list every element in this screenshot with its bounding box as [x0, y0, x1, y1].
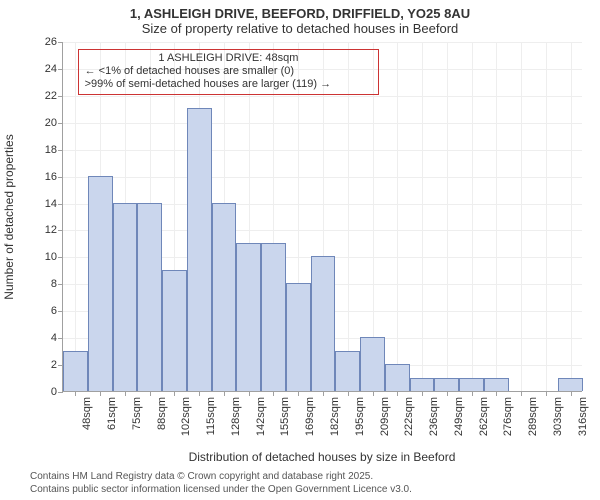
ytick-label: 10: [45, 251, 63, 263]
xtick-label: 115sqm: [203, 397, 217, 435]
xtick-label: 48sqm: [79, 397, 93, 430]
gridline-vertical: [496, 42, 497, 391]
bar: [137, 203, 162, 391]
xtick-label: 249sqm: [451, 397, 465, 436]
footer-attribution: Contains HM Land Registry data © Crown c…: [0, 470, 600, 496]
bar: [558, 378, 583, 391]
xtick-label: 209sqm: [377, 397, 391, 436]
ytick-label: 22: [45, 90, 63, 102]
ytick-label: 26: [45, 36, 63, 48]
bar: [88, 176, 113, 391]
xtick-label: 236sqm: [426, 397, 440, 436]
xtick-mark: [273, 391, 274, 396]
title-block: 1, ASHLEIGH DRIVE, BEEFORD, DRIFFIELD, Y…: [0, 0, 600, 36]
xtick-label: 276sqm: [500, 397, 514, 436]
xtick-mark: [298, 391, 299, 396]
xtick-mark: [75, 391, 76, 396]
bar: [410, 378, 435, 391]
bar: [360, 337, 385, 391]
y-axis-label: Number of detached properties: [2, 134, 16, 299]
xtick-mark: [249, 391, 250, 396]
xtick-label: 303sqm: [550, 397, 564, 436]
xtick-mark: [521, 391, 522, 396]
xtick-label: 195sqm: [352, 397, 366, 436]
footer-line-1: Contains HM Land Registry data © Crown c…: [30, 470, 600, 483]
xtick-label: 262sqm: [476, 397, 490, 436]
xtick-label: 128sqm: [228, 397, 242, 436]
xtick-label: 316sqm: [575, 397, 589, 436]
bar: [434, 378, 459, 391]
xtick-mark: [546, 391, 547, 396]
ytick-label: 16: [45, 171, 63, 183]
xtick-mark: [348, 391, 349, 396]
xtick-mark: [571, 391, 572, 396]
bar: [286, 283, 311, 391]
xtick-mark: [174, 391, 175, 396]
ytick-label: 18: [45, 144, 63, 156]
chart-container: 1, ASHLEIGH DRIVE, BEEFORD, DRIFFIELD, Y…: [0, 0, 600, 500]
bar: [236, 243, 261, 391]
xtick-label: 169sqm: [302, 397, 316, 436]
bar: [187, 108, 212, 391]
xtick-label: 289sqm: [525, 397, 539, 436]
xtick-label: 61sqm: [104, 397, 118, 430]
xtick-label: 222sqm: [401, 397, 415, 436]
gridline-vertical: [571, 42, 572, 391]
bar: [484, 378, 509, 391]
footer-line-2: Contains public sector information licen…: [30, 483, 600, 496]
ytick-label: 6: [51, 305, 63, 317]
gridline-vertical: [447, 42, 448, 391]
annotation-line: >99% of semi-detached houses are larger …: [85, 78, 373, 91]
bar: [162, 270, 187, 391]
bar: [335, 351, 360, 391]
gridline-vertical: [422, 42, 423, 391]
xtick-label: 88sqm: [154, 397, 168, 430]
xtick-mark: [472, 391, 473, 396]
xtick-mark: [373, 391, 374, 396]
gridline-vertical: [397, 42, 398, 391]
ytick-label: 0: [51, 386, 63, 398]
gridline-vertical: [521, 42, 522, 391]
xtick-label: 182sqm: [327, 397, 341, 436]
ytick-label: 12: [45, 224, 63, 236]
ytick-label: 24: [45, 63, 63, 75]
annotation-box: 1 ASHLEIGH DRIVE: 48sqm← <1% of detached…: [78, 49, 380, 95]
bar: [385, 364, 410, 391]
chart-area: 0246810121416182022242648sqm61sqm75sqm88…: [62, 42, 582, 392]
x-axis-label: Distribution of detached houses by size …: [62, 450, 582, 464]
bar: [113, 203, 138, 391]
xtick-mark: [422, 391, 423, 396]
bar: [63, 351, 88, 391]
xtick-mark: [150, 391, 151, 396]
ytick-label: 14: [45, 198, 63, 210]
xtick-mark: [323, 391, 324, 396]
ytick-label: 2: [51, 359, 63, 371]
xtick-mark: [224, 391, 225, 396]
xtick-mark: [100, 391, 101, 396]
xtick-mark: [397, 391, 398, 396]
bar: [311, 256, 336, 391]
gridline-vertical: [546, 42, 547, 391]
ytick-label: 8: [51, 278, 63, 290]
xtick-label: 142sqm: [253, 397, 267, 436]
xtick-mark: [125, 391, 126, 396]
gridline-vertical: [75, 42, 76, 391]
title-main: 1, ASHLEIGH DRIVE, BEEFORD, DRIFFIELD, Y…: [0, 6, 600, 21]
xtick-label: 155sqm: [277, 397, 291, 436]
annotation-line: ← <1% of detached houses are smaller (0): [85, 65, 373, 78]
xtick-mark: [496, 391, 497, 396]
gridline-vertical: [472, 42, 473, 391]
bar: [459, 378, 484, 391]
bar: [261, 243, 286, 391]
bar: [212, 203, 237, 391]
xtick-mark: [447, 391, 448, 396]
title-sub: Size of property relative to detached ho…: [0, 21, 600, 36]
ytick-label: 4: [51, 332, 63, 344]
xtick-mark: [199, 391, 200, 396]
annotation-line: 1 ASHLEIGH DRIVE: 48sqm: [85, 52, 373, 65]
xtick-label: 102sqm: [178, 397, 192, 436]
xtick-label: 75sqm: [129, 397, 143, 430]
ytick-label: 20: [45, 117, 63, 129]
